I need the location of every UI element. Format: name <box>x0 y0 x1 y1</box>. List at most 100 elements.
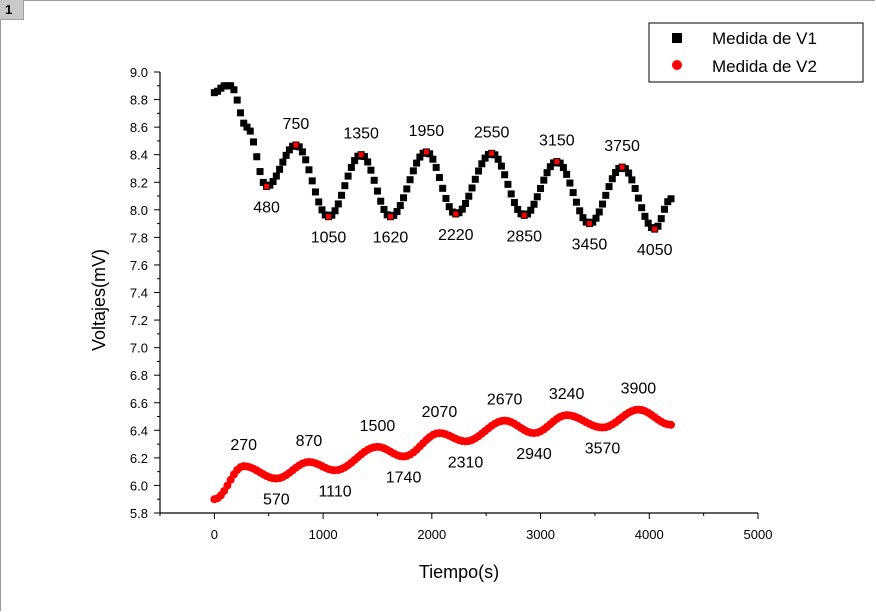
data-point <box>462 199 470 207</box>
annotation-label: 3900 <box>621 381 657 398</box>
layer-tab[interactable]: 1 <box>0 0 24 20</box>
data-point <box>471 175 479 183</box>
annotation-label: 1740 <box>386 469 422 486</box>
annotation-label: 270 <box>230 437 257 454</box>
data-point <box>465 192 473 200</box>
annotation-marker <box>463 438 469 444</box>
x-axis-label: Tiempo(s) <box>419 562 499 582</box>
annotation-layer: 750 1350 1950 2550 3150 3750 480 1050 1620 2220 28… <box>230 116 672 509</box>
annotation-marker <box>652 226 658 232</box>
annotation-marker <box>264 183 270 189</box>
data-point <box>373 187 381 195</box>
data-point <box>569 189 577 197</box>
legend: Medida de V1 Medida de V2 <box>648 22 864 83</box>
annotation-marker <box>436 430 442 436</box>
data-point <box>253 153 261 161</box>
data-point <box>396 202 404 210</box>
data-point <box>347 163 355 171</box>
data-point <box>638 204 646 212</box>
data-point <box>341 182 349 190</box>
annotation-marker <box>489 150 495 156</box>
x-tick-label: 3000 <box>526 527 555 542</box>
annotation-label: 1500 <box>360 418 396 435</box>
data-point <box>625 169 633 177</box>
data-point <box>370 176 378 184</box>
data-point <box>563 170 571 178</box>
data-point <box>507 190 515 198</box>
data-point <box>602 191 610 199</box>
data-point <box>311 188 319 196</box>
y-tick-label: 8.2 <box>130 175 148 190</box>
data-point <box>491 151 499 159</box>
data-point <box>595 208 603 216</box>
axes-layer: 5.8 6.0 6.2 6.4 6.6 6.8 7.0 7.2 7.4 7.6 7.8 8.0 8.2 8… <box>130 65 773 542</box>
annotation-label: 480 <box>253 199 280 216</box>
y-tick-label: 6.6 <box>130 396 148 411</box>
data-point <box>282 151 290 159</box>
data-point <box>298 148 306 156</box>
annotation-marker <box>531 430 537 436</box>
data-point <box>360 153 368 161</box>
data-point <box>634 194 642 202</box>
data-point <box>527 206 535 214</box>
legend-marker-v2 <box>672 60 682 70</box>
data-point <box>233 96 241 104</box>
y-tick-label: 8.0 <box>130 203 148 218</box>
annotation-label: 3570 <box>585 441 621 458</box>
annotation-label: 1110 <box>318 483 351 500</box>
data-point <box>364 158 372 166</box>
data-point <box>243 123 251 131</box>
data-point <box>331 207 339 215</box>
data-point <box>439 184 447 192</box>
legend-label-v2: Medida de V2 <box>712 57 817 76</box>
data-point <box>572 198 580 206</box>
y-tick-label: 7.0 <box>130 341 148 356</box>
data-point <box>589 218 597 226</box>
annotation-label: 2310 <box>448 454 484 471</box>
y-tick-label: 7.2 <box>130 313 148 328</box>
data-point <box>475 167 483 175</box>
annotation-marker <box>401 453 407 459</box>
series-1 <box>210 82 675 233</box>
data-point <box>510 199 518 207</box>
annotation-label: 1950 <box>409 123 445 140</box>
data-point <box>537 184 545 192</box>
annotation-marker <box>586 221 592 227</box>
data-point <box>259 178 267 186</box>
data-point <box>533 193 541 201</box>
data-point <box>400 194 408 202</box>
data-point <box>302 156 310 164</box>
annotation-marker <box>326 214 332 220</box>
annotation-label: 1050 <box>311 230 347 247</box>
annotation-label: 1620 <box>373 230 409 247</box>
annotation-marker <box>332 467 338 473</box>
data-point <box>269 178 277 186</box>
annotation-label: 2550 <box>474 124 510 141</box>
data-point <box>256 168 264 176</box>
annotation-marker <box>635 407 641 413</box>
data-point <box>435 174 443 182</box>
annotation-marker <box>306 459 312 465</box>
data-point <box>429 155 437 163</box>
data-point <box>523 210 531 218</box>
annotation-label: 2940 <box>516 446 552 463</box>
annotation-marker <box>521 212 527 218</box>
data-point <box>246 127 254 135</box>
annotation-label: 870 <box>296 433 323 450</box>
legend-label-v1: Medida de V1 <box>712 29 817 48</box>
data-point <box>227 82 235 90</box>
legend-marker-v1 <box>672 33 682 43</box>
annotation-label: 4050 <box>637 242 673 259</box>
data-point <box>458 205 466 213</box>
annotation-marker <box>374 444 380 450</box>
data-point <box>344 172 352 180</box>
data-point <box>393 208 401 216</box>
data-point <box>409 167 417 175</box>
data-point <box>504 180 512 188</box>
data-point <box>416 153 424 161</box>
y-axis-label: Voltajes(mV) <box>89 249 109 351</box>
data-point <box>295 143 303 151</box>
annotation-label: 2220 <box>438 227 474 244</box>
